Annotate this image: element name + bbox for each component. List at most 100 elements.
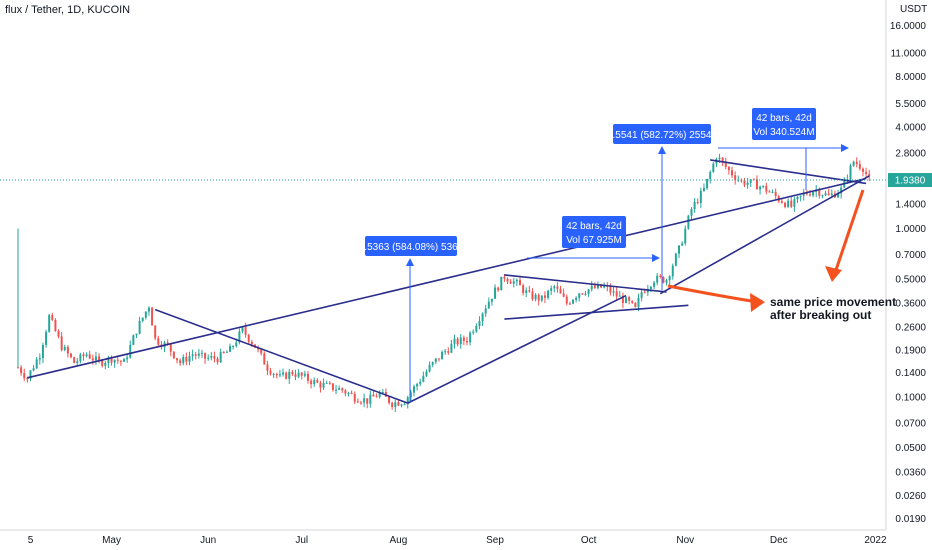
candle-body (596, 284, 599, 289)
measure-2[interactable]: 42 bars, 42d Vol 67.925M (527, 216, 660, 262)
candle-body (575, 297, 578, 300)
candle-body (858, 164, 861, 169)
candle-body (391, 402, 394, 408)
measure-1[interactable]: 0.5363 (584.08%) 5363 (359, 236, 464, 402)
candle-body (668, 276, 671, 281)
candle-body (665, 280, 668, 283)
candle-body (54, 319, 57, 332)
candle-body (316, 380, 319, 383)
candle-body (674, 253, 677, 266)
candle-body (693, 202, 696, 210)
candle-body (625, 297, 628, 304)
candle-body (229, 346, 232, 352)
candle-body (525, 290, 528, 293)
candle-body (684, 228, 687, 244)
candle-body (266, 364, 269, 371)
candle-body (441, 352, 444, 360)
candle-body (437, 358, 440, 360)
candle-body (746, 182, 749, 185)
candle-body (784, 202, 787, 207)
candle-body (328, 382, 331, 384)
candle-body (509, 281, 512, 284)
candle-body (250, 341, 253, 345)
candle-body (653, 282, 656, 287)
candle-body (200, 352, 203, 354)
candle-body (185, 356, 188, 362)
candle-body (487, 301, 490, 309)
y-tick-label: 0.0700 (895, 419, 926, 430)
candle-body (637, 297, 640, 308)
candle-body (824, 193, 827, 196)
candle-body (793, 199, 796, 207)
arrow-down-head-icon (825, 266, 842, 282)
y-tick-label: 0.5000 (895, 275, 926, 286)
candle-body (60, 336, 63, 351)
measure-4[interactable]: 42 bars, 42d Vol 340.524M (718, 108, 849, 190)
candle-body (459, 337, 462, 345)
candle-body (232, 345, 235, 347)
candle-body (369, 394, 372, 404)
y-tick-label: 1.4000 (895, 199, 926, 210)
price-axis[interactable]: 16.000011.00008.00005.50004.00002.80002.… (885, 0, 926, 530)
candle-body (275, 373, 278, 376)
candle-body (649, 286, 652, 289)
candle-body (699, 190, 702, 204)
candle-body (609, 286, 612, 293)
candle-body (827, 193, 830, 196)
candle-body (110, 357, 113, 363)
candle-body (88, 354, 91, 359)
candle-body (335, 389, 338, 391)
candle-body (63, 347, 66, 351)
candle-body (543, 295, 546, 298)
y-tick-label: 0.1400 (895, 368, 926, 379)
y-tick-label: 0.1000 (895, 393, 926, 404)
trendline (27, 177, 867, 379)
trendline (710, 159, 867, 185)
measure-2-box (562, 216, 626, 248)
candle-body (207, 357, 210, 359)
candle-body (808, 194, 811, 196)
candle-body (547, 290, 550, 298)
candle-body (712, 163, 715, 173)
candle-body (584, 293, 587, 295)
candle-body (416, 383, 419, 387)
candle-body (85, 354, 88, 357)
candle-body (241, 327, 244, 332)
candle-body (48, 315, 51, 332)
measure-3-text: 2.5541 (582.72%) 25541 (607, 130, 718, 141)
candle-body (821, 195, 824, 197)
candle-body (94, 356, 97, 361)
candle-body (310, 380, 313, 385)
candle-body (469, 332, 472, 343)
candle-body (129, 344, 132, 358)
orange-arrows[interactable] (667, 189, 865, 312)
candle-body (562, 293, 565, 297)
time-axis[interactable]: 5 May Jun Jul Aug Sep Oct Nov Dec 2022 (0, 529, 887, 546)
candle-body (734, 175, 737, 180)
candle-body (366, 398, 369, 404)
candle-body (444, 351, 447, 353)
candle-body (522, 285, 525, 293)
candle-body (172, 351, 175, 359)
candle-body (643, 292, 646, 294)
axis-unit-label: USDT (900, 4, 927, 15)
candle-body (731, 170, 734, 176)
y-tick-label: 0.0500 (895, 443, 926, 454)
candle-body (138, 320, 141, 334)
candle-body (553, 286, 556, 289)
candle-body (51, 315, 54, 320)
trendlines[interactable] (27, 159, 870, 404)
candle-body (32, 368, 35, 371)
candle-body (166, 342, 169, 345)
measure-4-box (752, 108, 816, 140)
y-tick-label: 2.8000 (895, 149, 926, 160)
candle-body (144, 311, 147, 318)
candle-body (176, 358, 179, 361)
candle-body (104, 362, 107, 366)
candle-body (101, 360, 104, 366)
measure-3[interactable]: 2.5541 (582.72%) 25541 (607, 124, 718, 290)
price-tag-text: 1.9380 (895, 176, 926, 187)
candle-body (91, 358, 94, 361)
candle-body (406, 397, 409, 405)
